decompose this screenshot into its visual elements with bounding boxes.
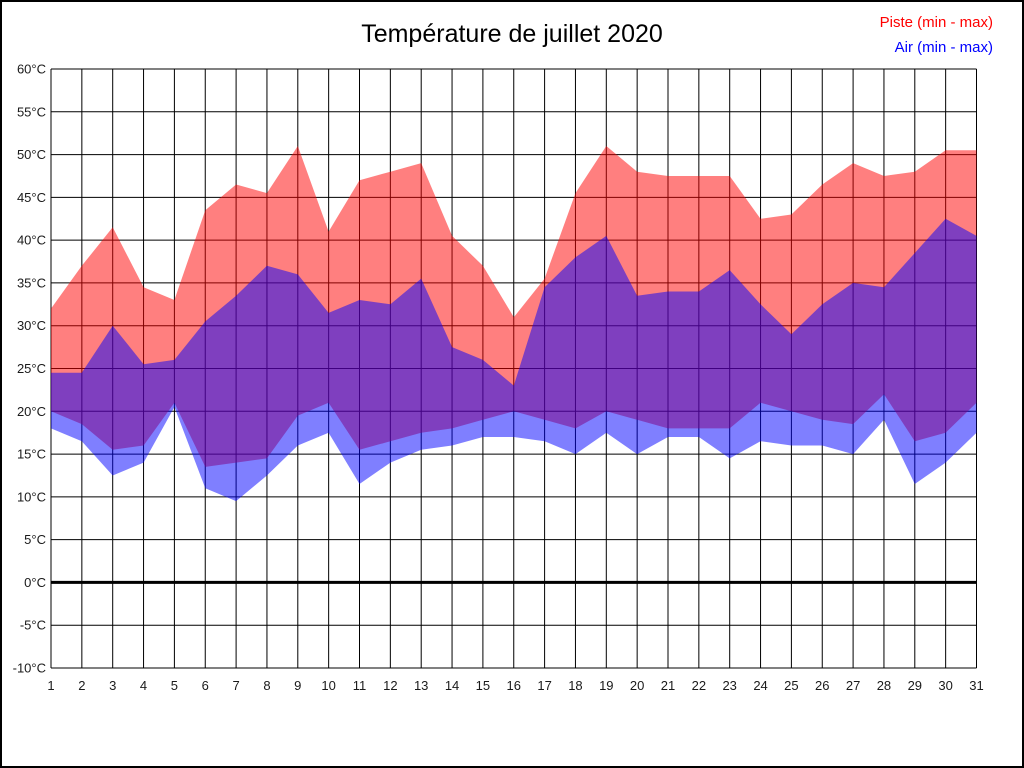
y-tick-label: 60°C: [17, 62, 46, 77]
x-tick-label: 4: [140, 678, 147, 693]
x-tick-label: 28: [877, 678, 891, 693]
x-tick-label: 9: [294, 678, 301, 693]
legend-item-piste: Piste (min - max): [879, 14, 993, 31]
legend-item-air: Air (min - max): [894, 39, 993, 56]
y-tick-label: -10°C: [13, 661, 46, 676]
x-tick-label: 15: [476, 678, 490, 693]
y-tick-label: 55°C: [17, 104, 46, 119]
x-tick-label: 17: [537, 678, 551, 693]
chart-legend: Piste (min - max) Air (min - max): [880, 10, 993, 60]
x-tick-label: 18: [568, 678, 582, 693]
y-tick-label: 15°C: [17, 447, 46, 462]
x-tick-label: 3: [109, 678, 116, 693]
x-tick-label: 21: [661, 678, 675, 693]
x-tick-label: 11: [353, 678, 367, 693]
x-tick-label: 24: [753, 678, 767, 693]
x-tick-label: 1: [47, 678, 54, 693]
y-tick-label: 5°C: [24, 532, 46, 547]
y-tick-label: 20°C: [17, 404, 46, 419]
x-tick-label: 10: [321, 678, 335, 693]
temperature-bands: [51, 146, 977, 502]
x-tick-label: 5: [171, 678, 178, 693]
x-tick-label: 14: [445, 678, 459, 693]
x-tick-label: 23: [722, 678, 736, 693]
y-tick-label: 30°C: [17, 318, 46, 333]
x-tick-label: 7: [232, 678, 239, 693]
x-tick-label: 13: [414, 678, 428, 693]
air-band: [51, 218, 977, 502]
x-tick-label: 20: [630, 678, 644, 693]
x-tick-label: 2: [78, 678, 85, 693]
y-tick-label: 0°C: [24, 575, 46, 590]
y-tick-label: 25°C: [17, 361, 46, 376]
x-tick-label: 8: [263, 678, 270, 693]
y-tick-label: 40°C: [17, 233, 46, 248]
x-tick-label: 6: [202, 678, 209, 693]
y-tick-label: 35°C: [17, 275, 46, 290]
x-tick-label: 30: [938, 678, 952, 693]
y-axis-labels: 60°C 55°C 50°C 45°C 40°C 35°C 30°C 25°C 20°C 15°C…: [13, 62, 46, 676]
x-axis-labels: 1 2 3 4 5 6 7 8 9 10 11 12 13 14 15 16 17 18 19 20 21 22 23 24 2…: [47, 678, 983, 693]
x-tick-label: 16: [507, 678, 521, 693]
x-tick-label: 26: [815, 678, 829, 693]
x-tick-label: 19: [599, 678, 613, 693]
x-tick-label: 31: [969, 678, 983, 693]
y-tick-label: 45°C: [17, 190, 46, 205]
y-tick-label: -5°C: [20, 618, 46, 633]
y-tick-label: 10°C: [17, 489, 46, 504]
x-tick-label: 12: [383, 678, 397, 693]
x-tick-label: 22: [692, 678, 706, 693]
x-tick-label: 25: [784, 678, 798, 693]
x-tick-label: 29: [908, 678, 922, 693]
y-tick-label: 50°C: [17, 147, 46, 162]
chart-title: Température de juillet 2020: [361, 20, 663, 48]
x-tick-label: 27: [846, 678, 860, 693]
